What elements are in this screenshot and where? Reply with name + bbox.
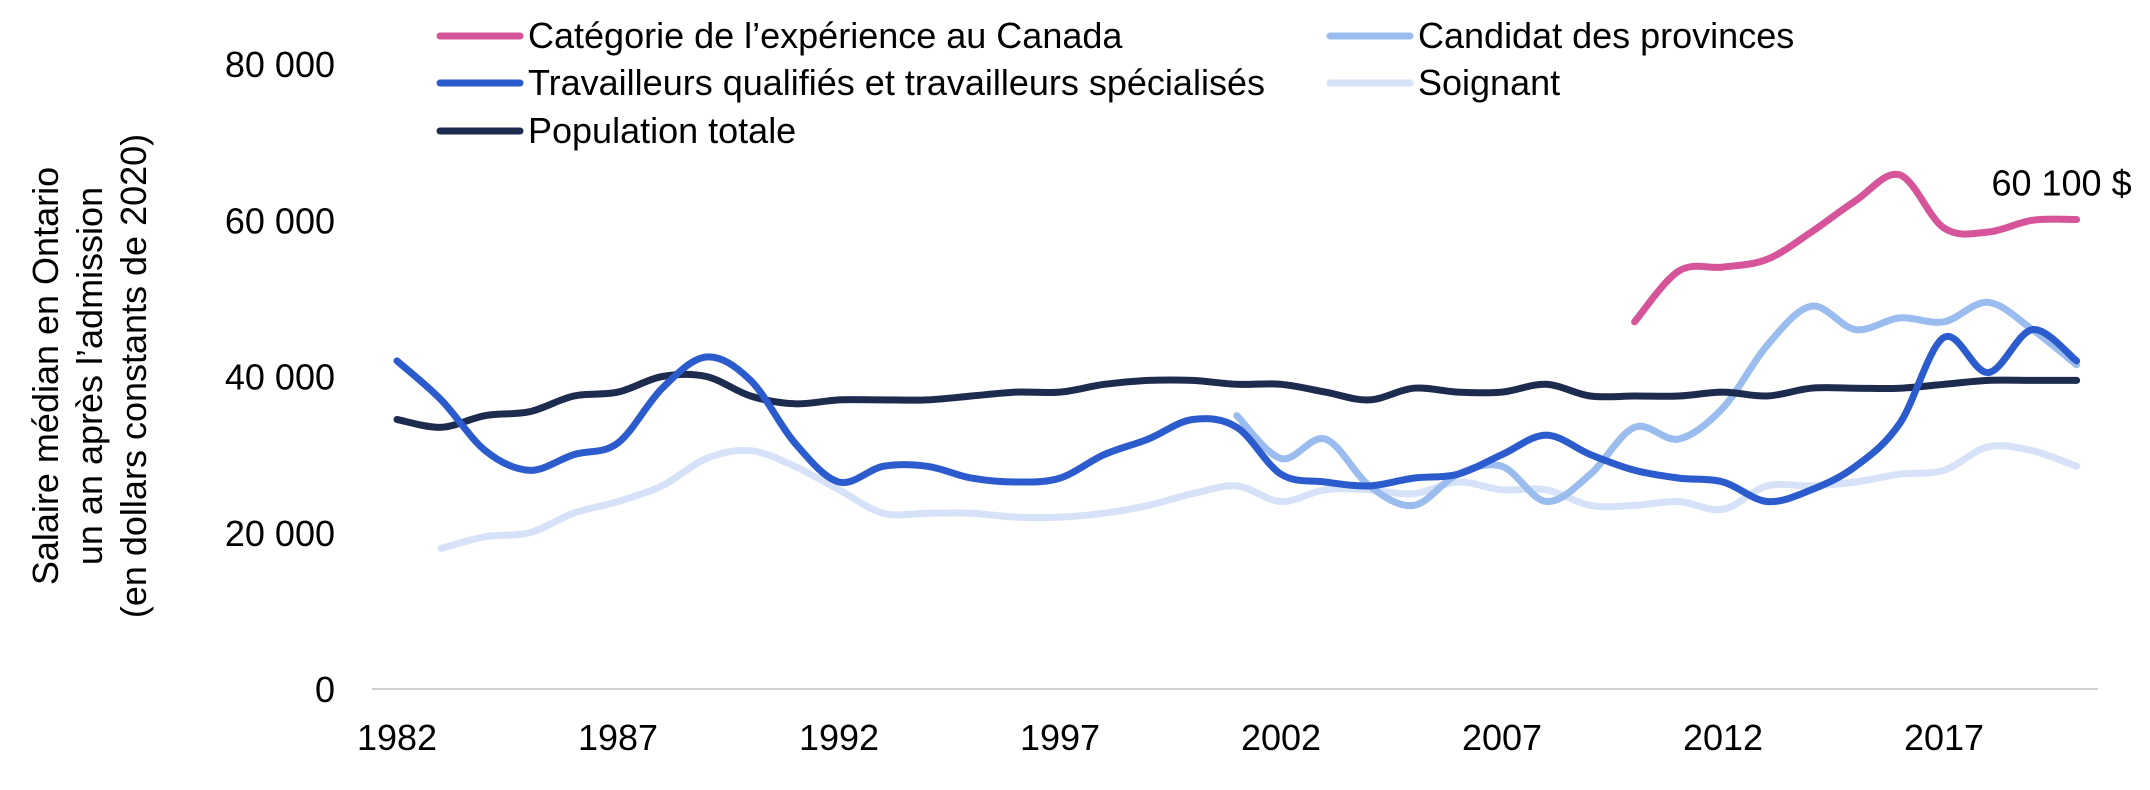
series-line-travailleurs-qualifies-et-travailleurs-specialises: [393, 326, 2081, 506]
legend-item-categorie-de-l-experience-au-canada: Catégorie de l’expérience au Canada: [436, 15, 1123, 56]
y-axis-title-line: (en dollars constants de 2020): [113, 134, 154, 618]
y-tick-label: 80 000: [225, 44, 335, 85]
x-tick-label: 1982: [357, 717, 437, 758]
y-tick-label: 60 000: [225, 200, 335, 241]
series-lines: [393, 170, 2081, 552]
legend-item-population-totale: Population totale: [436, 110, 796, 151]
legend-label: Population totale: [528, 110, 796, 151]
legend-item-travailleurs-qualifies-et-travailleurs-specialises: Travailleurs qualifiés et travailleurs s…: [436, 62, 1265, 103]
y-tick-label: 40 000: [225, 357, 335, 398]
legend-item-soignant: Soignant: [1326, 62, 1560, 103]
legend-label: Catégorie de l’expérience au Canada: [528, 15, 1123, 56]
legend-item-candidat-des-provinces: Candidat des provinces: [1326, 15, 1794, 56]
x-tick-label: 2002: [1241, 717, 1321, 758]
y-tick-label: 0: [315, 669, 335, 710]
y-tick-label: 20 000: [225, 513, 335, 554]
x-tick-label: 2012: [1683, 717, 1763, 758]
series-line-categorie-de-l-experience-au-canada: [1631, 170, 2081, 326]
x-tick-label: 1997: [1020, 717, 1100, 758]
series-line-soignant: [437, 442, 2081, 552]
y-axis-title: Salaire médian en Ontario un an après l’a…: [25, 134, 154, 618]
legend: Catégorie de l’expérience au Canada Trava…: [436, 15, 1794, 151]
x-axis-ticks: 1982 1987 1992 1997 2002 2007 2012 2017: [357, 717, 1984, 758]
x-tick-label: 1992: [799, 717, 879, 758]
x-tick-label: 1987: [578, 717, 658, 758]
y-axis-title-line: Salaire médian en Ontario: [25, 167, 66, 585]
legend-label: Travailleurs qualifiés et travailleurs s…: [528, 62, 1265, 103]
legend-label: Soignant: [1418, 62, 1560, 103]
y-axis-ticks: 0 20 000 40 000 60 000 80 000: [225, 44, 335, 710]
data-label-annotation: 60 100 $: [1991, 162, 2131, 203]
x-tick-label: 2007: [1462, 717, 1542, 758]
y-axis-title-line: un an après l’admission: [69, 187, 110, 565]
x-tick-label: 2017: [1904, 717, 1984, 758]
annotations: 60 100 $: [1991, 162, 2131, 203]
legend-label: Candidat des provinces: [1418, 15, 1794, 56]
